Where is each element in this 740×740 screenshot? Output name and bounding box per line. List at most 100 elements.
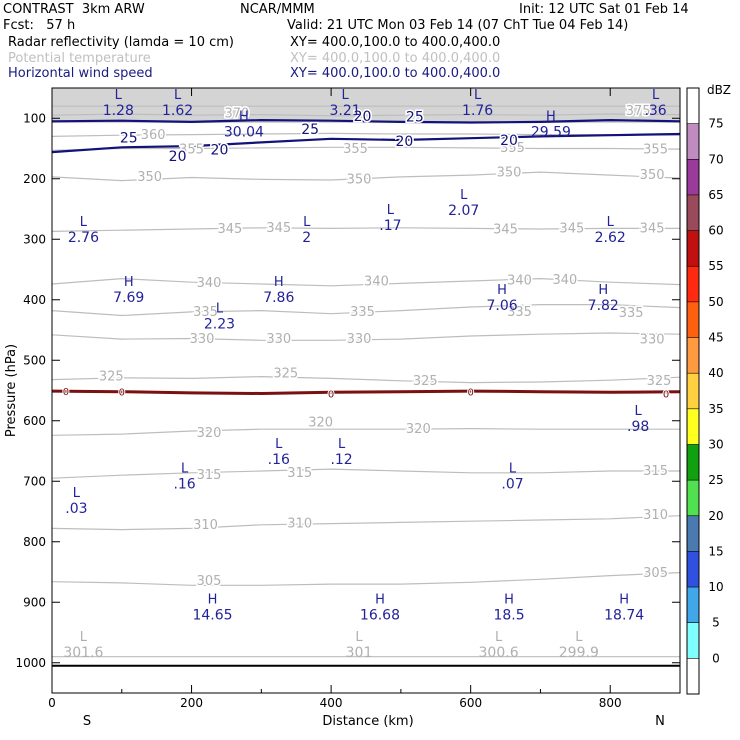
wind-extremum-value: 30.04 bbox=[224, 124, 264, 140]
colorbar-swatch bbox=[687, 373, 699, 409]
theta-label: 320 bbox=[308, 416, 333, 431]
colorbar-label: 45 bbox=[708, 331, 723, 345]
wind-extremum-value: 1.28 bbox=[103, 103, 134, 119]
wind-extremum-marker: H bbox=[274, 275, 284, 290]
wind-extremum-marker: L bbox=[303, 215, 311, 230]
field-theta-name: Potential temperature bbox=[8, 51, 151, 66]
theta-extremum-value: 299.9 bbox=[559, 645, 599, 661]
x-axis-title: Distance (km) bbox=[322, 714, 413, 729]
colorbar-swatch bbox=[687, 622, 699, 659]
reflectivity-label: 0 bbox=[63, 387, 69, 398]
x-tick-label: 600 bbox=[459, 696, 482, 710]
wind-extremum-value: 7.06 bbox=[486, 298, 517, 314]
wind-extremum-marker: H bbox=[239, 109, 249, 124]
reflectivity-label: 0 bbox=[467, 388, 473, 399]
center-label: NCAR/MMM bbox=[240, 2, 315, 17]
wind-extremum-marker: L bbox=[635, 404, 643, 419]
colorbar-swatch bbox=[687, 658, 699, 694]
x-tick-label: 400 bbox=[320, 696, 343, 710]
wind-extremum-value: 18.74 bbox=[604, 608, 644, 624]
field-theta-xy: XY= 400.0,100.0 to 400.0,400.0 bbox=[290, 51, 501, 66]
theta-extremum-value: 301 bbox=[346, 645, 373, 661]
y-tick-label: 900 bbox=[23, 595, 46, 609]
wind-extremum-value: .36 bbox=[644, 103, 666, 119]
theta-label: 305 bbox=[197, 574, 222, 589]
wind-extremum-value: 2.07 bbox=[448, 203, 479, 219]
colorbar-label: 10 bbox=[708, 580, 723, 594]
colorbar-label: 30 bbox=[708, 437, 723, 451]
wind-extremum-value: 7.82 bbox=[588, 298, 619, 314]
colorbar-label: 70 bbox=[708, 152, 723, 166]
theta-contour-345 bbox=[51, 227, 680, 232]
y-tick-label: 700 bbox=[23, 474, 46, 488]
theta-contour-325 bbox=[51, 375, 681, 384]
theta-label: 355 bbox=[179, 143, 204, 158]
wind-extremum-marker: L bbox=[181, 461, 189, 476]
wind-label: 20 bbox=[354, 109, 372, 125]
wind-extremum-marker: L bbox=[73, 486, 81, 501]
colorbar-label: 40 bbox=[708, 366, 723, 380]
field-reflectivity-xy: XY= 400.0,100.0 to 400.0,400.0 bbox=[290, 35, 501, 50]
colorbar-label: 75 bbox=[708, 117, 723, 131]
wind-extremum-marker: H bbox=[124, 275, 134, 290]
colorbar-swatch bbox=[687, 551, 699, 588]
theta-label: 320 bbox=[197, 426, 222, 441]
theta-contour-360 bbox=[51, 132, 681, 137]
init-time: Init: 12 UTC Sat 01 Feb 14 bbox=[519, 2, 689, 17]
theta-label: 320 bbox=[406, 422, 431, 437]
wind-extremum-value: .17 bbox=[379, 218, 401, 234]
colorbar-swatch bbox=[687, 194, 699, 231]
theta-extremum-value: 301.6 bbox=[63, 645, 103, 661]
wind-label: 20 bbox=[211, 143, 229, 159]
wind-label: 20 bbox=[395, 134, 413, 150]
theta-contour-350 bbox=[51, 171, 681, 182]
theta-extremum-value: 300.6 bbox=[479, 645, 519, 661]
colorbar-label: 55 bbox=[708, 259, 723, 273]
theta-label: 345 bbox=[266, 221, 291, 236]
theta-label: 345 bbox=[218, 222, 243, 237]
wind-extremum-value: 18.5 bbox=[493, 608, 524, 624]
wind-extremum-marker: H bbox=[598, 283, 608, 298]
x-tick-label: 0 bbox=[48, 696, 56, 710]
colorbar-label: 20 bbox=[708, 509, 723, 523]
colorbar-label: 50 bbox=[708, 295, 723, 309]
colorbar-swatch bbox=[687, 587, 699, 623]
colorbar-swatch bbox=[687, 408, 699, 445]
theta-label: 340 bbox=[552, 273, 577, 288]
theta-label: 375 bbox=[626, 104, 651, 119]
colorbar-swatch bbox=[687, 480, 699, 516]
theta-label: 340 bbox=[197, 276, 222, 291]
wind-extremum-value: .98 bbox=[627, 419, 649, 435]
wind-extremum-marker: L bbox=[174, 88, 182, 103]
theta-label: 355 bbox=[343, 142, 368, 157]
wind-extremum-marker: L bbox=[341, 88, 349, 103]
field-wind-name: Horizontal wind speed bbox=[8, 66, 153, 81]
wind-extremum-value: 7.86 bbox=[263, 290, 294, 306]
colorbar-label: 65 bbox=[708, 188, 723, 202]
theta-label: 310 bbox=[193, 518, 218, 533]
colorbar-label: 5 bbox=[712, 616, 720, 630]
theta-label: 370 bbox=[224, 106, 249, 121]
colorbar-label: 15 bbox=[708, 544, 723, 558]
theta-label: 315 bbox=[197, 468, 222, 483]
reflectivity-label: 0 bbox=[328, 390, 334, 401]
theta-label: 330 bbox=[190, 332, 215, 347]
wind-extremum-value: 2 bbox=[302, 230, 311, 246]
theta-label: 330 bbox=[347, 332, 372, 347]
theta-contour-330 bbox=[51, 332, 681, 341]
wind-extremum-marker: L bbox=[275, 437, 283, 452]
wind-extremum-marker: L bbox=[115, 88, 123, 103]
wind-extremum-marker: L bbox=[607, 215, 615, 230]
wind-extremum-value: 2.23 bbox=[204, 317, 235, 333]
wind-extremum-marker: L bbox=[80, 215, 88, 230]
theta-label: 330 bbox=[640, 333, 665, 348]
wind-extremum-marker: L bbox=[652, 88, 660, 103]
wind-extremum-value: 3.21 bbox=[329, 103, 360, 119]
model-title: CONTRAST 3km ARW bbox=[3, 2, 145, 17]
colorbar-swatch bbox=[687, 337, 699, 374]
theta-label: 315 bbox=[643, 464, 668, 479]
reflectivity-label: 0 bbox=[663, 390, 669, 401]
theta-label: 345 bbox=[493, 223, 518, 238]
theta-label: 315 bbox=[287, 466, 312, 481]
